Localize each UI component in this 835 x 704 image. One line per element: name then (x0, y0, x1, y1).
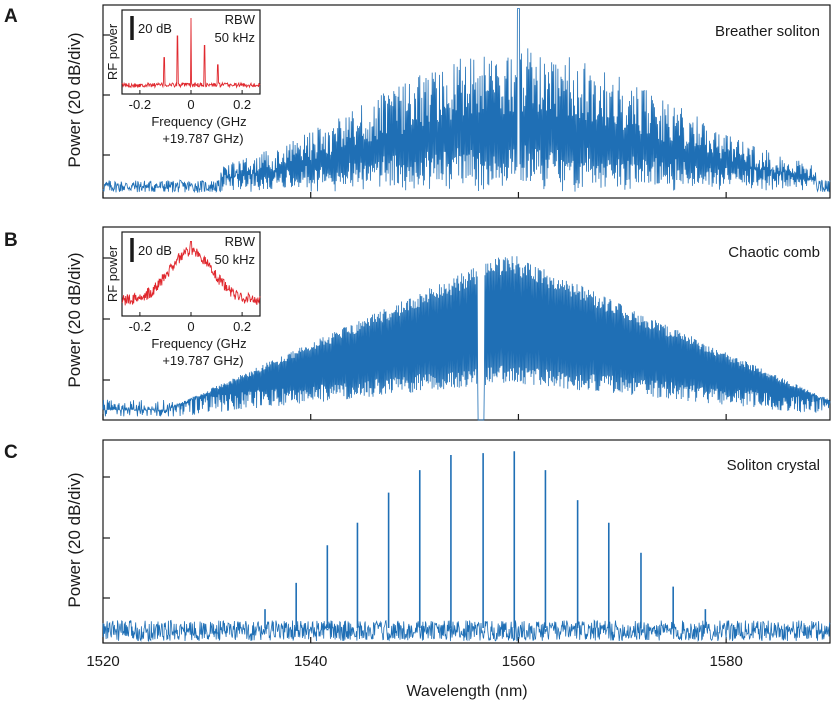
inset-ylabel: RF power (105, 245, 120, 302)
panel-a-title: Breather soliton (715, 23, 820, 40)
rbw-label: RBW (225, 12, 256, 27)
x-tick-label: 1560 (502, 653, 535, 670)
panel-letter-b: B (4, 230, 18, 251)
panel-b: B Power (20 dB/div) Chaotic comb 20 dB RB… (4, 226, 831, 421)
panel-b-inset: 20 dB RBW 50 kHz RF power -0.2 0 0.2 Frequency … (105, 231, 261, 368)
x-tick-label: 1540 (294, 653, 327, 670)
rbw-value: 50 kHz (215, 252, 255, 267)
rf-spectrum-trace (121, 17, 261, 89)
scale-bar-label: 20 dB (138, 243, 172, 258)
x-axis-label: Wavelength (nm) (406, 683, 527, 700)
panel-b-frame (102, 226, 831, 421)
inset-frame (121, 231, 261, 317)
panel-b-spectrum (102, 256, 831, 421)
panel-c-frame (102, 439, 831, 644)
inset-x-tick-label: -0.2 (129, 319, 151, 334)
panel-b-title: Chaotic comb (728, 244, 820, 261)
inset-xlabel-offset: +19.787 GHz) (162, 353, 243, 368)
panel-a-spectrum (102, 8, 831, 198)
panel-c-ylabel: Power (20 dB/div) (65, 472, 84, 607)
x-tick-label: 1520 (86, 653, 119, 670)
inset-xlabel-offset: +19.787 GHz) (162, 131, 243, 146)
spectrum-trace (102, 256, 831, 421)
inset-xlabel: Frequency (GHz (151, 114, 246, 129)
inset-xlabel: Frequency (GHz (151, 336, 246, 351)
rbw-label: RBW (225, 234, 256, 249)
panel-c-spectrum (102, 451, 831, 643)
inset-x-tick-label: 0 (187, 319, 194, 334)
inset-x-tick-label: -0.2 (129, 97, 151, 112)
x-tick-label: 1580 (709, 653, 742, 670)
inset-x-tick-label: 0 (187, 97, 194, 112)
inset-x-tick-label: 0.2 (233, 319, 251, 334)
panel-a-frame (102, 4, 831, 199)
noise-floor (102, 619, 831, 643)
panel-a-ylabel: Power (20 dB/div) (65, 32, 84, 167)
panel-a: A Power (20 dB/div) Breather soliton 20 … (4, 4, 831, 199)
panel-b-ylabel: Power (20 dB/div) (65, 252, 84, 387)
panel-a-inset: 20 dB RBW 50 kHz RF power -0.2 0 0.2 Frequency … (105, 9, 261, 146)
inset-ylabel: RF power (105, 23, 120, 80)
panel-c: C Power (20 dB/div) Soliton crystal 1520… (4, 439, 831, 700)
scale-bar-label: 20 dB (138, 21, 172, 36)
panel-letter-c: C (4, 442, 18, 463)
inset-x-tick-label: 0.2 (233, 97, 251, 112)
rbw-value: 50 kHz (215, 30, 255, 45)
panel-letter-a: A (4, 6, 18, 27)
spectrum-trace (102, 8, 831, 193)
x-axis-ticks: 1520 1540 1560 1580 (86, 653, 743, 670)
panel-c-title: Soliton crystal (727, 457, 820, 474)
rf-spectrum-trace (121, 240, 261, 306)
